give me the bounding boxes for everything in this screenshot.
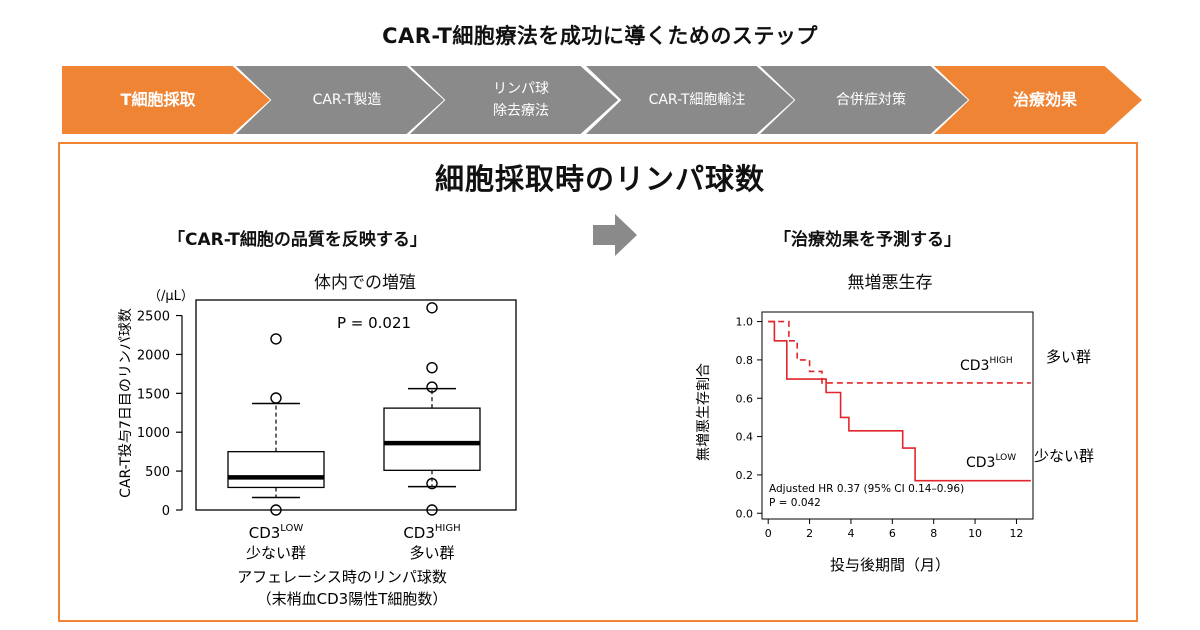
boxplot-chart: （/μL） CAR-T投与7日目のリンパ球数 P = 0.021 0 500 100… xyxy=(118,289,517,608)
boxplot-frame xyxy=(195,299,517,511)
y-tick-label: 0.0 xyxy=(736,507,754,520)
right-quote: 「治療効果を予測する」 xyxy=(774,230,961,250)
y-tick-label: 1000 xyxy=(137,426,170,441)
step-label: 合併症対策 xyxy=(836,91,906,108)
legend-high-group: 多い群 xyxy=(1046,348,1091,366)
y-tick-label: 500 xyxy=(145,465,170,480)
boxplot-p-value: P = 0.021 xyxy=(337,314,411,332)
step-label: リンパ球 除去療法 xyxy=(493,80,549,119)
y-tick-label: 0.8 xyxy=(736,354,754,367)
survival-p-value: P = 0.042 xyxy=(769,497,821,509)
x-tick-label: 6 xyxy=(889,527,896,540)
iqr-box xyxy=(383,407,481,471)
group-label-high: CD3HIGH xyxy=(403,523,460,542)
outlier-point xyxy=(426,381,438,393)
x-tick-label: 2 xyxy=(806,527,813,540)
survival-chart: 無増悪生存割合 0.0 0.2 0.4 0.6 0.8 1.0 0 2 4 6 8 10 12 Adju… xyxy=(695,311,1094,574)
iqr-box xyxy=(227,451,325,489)
panel-title: 細胞採取時のリンパ球数 xyxy=(434,162,765,196)
x-tick-label: 8 xyxy=(930,527,937,540)
x-tick-label: 0 xyxy=(765,527,772,540)
step-label: CAR-T細胞輸注 xyxy=(648,91,746,108)
outlier-point xyxy=(426,504,438,516)
right-arrow-icon xyxy=(593,214,637,256)
y-tick-label: 0.2 xyxy=(736,469,754,482)
boxplot-xlabel: アフェレーシス時のリンパ球数 xyxy=(237,568,447,586)
x-tick-label: 10 xyxy=(968,527,982,540)
step-t-cell-collection: T細胞採取 xyxy=(62,66,270,134)
outlier-point xyxy=(270,392,282,404)
step-label: T細胞採取 xyxy=(120,90,196,110)
page-title: CAR-T細胞療法を成功に導くためのステップ xyxy=(382,24,818,48)
survival-frame xyxy=(761,311,1034,520)
content-panel xyxy=(58,142,1138,622)
left-quote: 「CAR-T細胞の品質を反映する」 xyxy=(168,230,427,250)
outlier-point xyxy=(426,302,438,314)
group-label-low: CD3LOW xyxy=(249,523,304,542)
y-tick-label: 1500 xyxy=(137,387,170,402)
legend-low-group: 少ない群 xyxy=(1034,447,1094,465)
y-tick-label: 2500 xyxy=(137,310,170,325)
group-sublabel-high: 多い群 xyxy=(409,544,454,562)
outlier-point xyxy=(270,504,282,516)
legend-high: CD3HIGH xyxy=(960,356,1013,374)
legend-low: CD3LOW xyxy=(966,453,1016,471)
y-tick-label: 2000 xyxy=(137,348,170,363)
outlier-point xyxy=(270,333,282,345)
outlier-point xyxy=(426,361,438,374)
group-sublabel-low: 少ない群 xyxy=(246,544,306,562)
survival-curve-low xyxy=(768,320,1031,482)
y-tick-label: 1.0 xyxy=(736,316,754,329)
x-tick-label: 4 xyxy=(847,527,854,540)
boxplot-xlabel-sub: （末梢血CD3陽性T細胞数） xyxy=(257,590,448,608)
survival-title: 無増悪生存 xyxy=(847,273,933,293)
step-label: 治療効果 xyxy=(1012,90,1077,110)
boxplot-unit: （/μL） xyxy=(148,289,194,304)
survival-hr-annotation: Adjusted HR 0.37 (95% CI 0.14–0.96) xyxy=(769,483,964,495)
x-tick-label: 12 xyxy=(1009,527,1023,540)
survival-ylabel: 無増悪生存割合 xyxy=(695,363,712,461)
survival-curve-high xyxy=(768,320,1031,384)
outlier-point xyxy=(426,477,438,490)
step-flow: T細胞採取 CAR-T製造 リンパ球 除去療法 CAR-T細胞輸注 合併症対策 … xyxy=(62,66,1142,134)
boxplot-ylabel: CAR-T投与7日目のリンパ球数 xyxy=(118,308,134,498)
survival-xlabel: 投与後期間（月） xyxy=(830,556,950,574)
boxplot-title: 体内での増殖 xyxy=(314,273,416,293)
y-tick-label: 0.6 xyxy=(736,392,754,405)
y-tick-label: 0 xyxy=(162,504,170,519)
y-tick-label: 0.4 xyxy=(736,431,754,444)
step-label: CAR-T製造 xyxy=(312,91,382,108)
